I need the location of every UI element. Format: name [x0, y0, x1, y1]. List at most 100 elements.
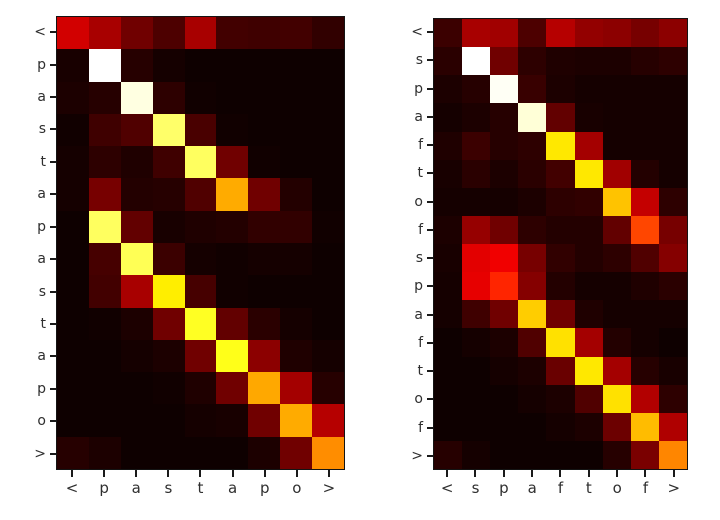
heatmap-cell	[574, 272, 603, 301]
heatmap-cell	[462, 356, 491, 385]
y-tick	[50, 243, 56, 275]
heatmap-cell	[216, 339, 249, 373]
heatmap-cell	[152, 17, 185, 50]
heatmap-cell	[574, 131, 603, 160]
heatmap-cell	[216, 146, 249, 179]
heatmap-cell	[57, 146, 89, 179]
heatmap-cell	[546, 412, 575, 441]
y-tick	[50, 211, 56, 243]
heatmap-cell	[546, 356, 575, 385]
heatmap-cell	[630, 103, 659, 132]
x-tick	[217, 470, 249, 477]
heatmap-cell	[216, 242, 249, 276]
x-tick	[575, 470, 603, 477]
x-tick-label: <	[440, 479, 454, 497]
y-tick-label: a	[37, 89, 46, 106]
heatmap-cell	[602, 103, 631, 132]
heatmap-cell	[120, 146, 153, 179]
y-tick-label: s	[38, 121, 46, 138]
heatmap-cell	[120, 242, 153, 276]
heatmap-cell	[248, 275, 281, 308]
heatmap-cell	[462, 215, 491, 244]
heatmap-cell	[490, 412, 519, 441]
heatmap-cell	[574, 412, 603, 441]
heatmap-cell	[462, 19, 491, 48]
heatmap-cell	[184, 49, 217, 82]
heatmap-cell	[658, 328, 687, 357]
x-tick-label: p	[99, 479, 109, 497]
heatmap-cell	[490, 356, 519, 385]
y-tick	[50, 146, 56, 178]
heatmap-cell	[152, 113, 185, 147]
heatmap-cell	[280, 275, 313, 308]
y-tick-label: f	[418, 137, 423, 154]
heatmap-cell	[630, 19, 659, 48]
heatmap-cell	[518, 272, 547, 301]
heatmap-cell	[602, 440, 631, 469]
heatmap-cell	[546, 440, 575, 469]
heatmap-cell	[630, 47, 659, 76]
heatmap-cell	[518, 244, 547, 273]
heatmap-cell	[518, 47, 547, 76]
heatmap-cell	[280, 146, 313, 179]
heatmap-left-cells	[56, 16, 345, 470]
y-tick	[50, 16, 56, 48]
x-tick-label: f	[557, 479, 564, 497]
heatmap-cell	[57, 275, 89, 308]
heatmap-cell	[152, 242, 185, 276]
y-tick	[427, 244, 433, 272]
y-tick-label: >	[411, 447, 423, 464]
heatmap-cell	[434, 384, 463, 413]
y-tick	[427, 188, 433, 216]
heatmap-cell	[57, 242, 89, 276]
y-tick-label: s	[415, 52, 423, 69]
heatmap-cell	[658, 384, 687, 413]
heatmap-cell	[518, 356, 547, 385]
x-tick-label: a	[527, 479, 537, 497]
heatmap-cell	[602, 187, 631, 216]
heatmap-cell	[462, 244, 491, 273]
heatmap-cell	[434, 440, 463, 469]
heatmap-cell	[88, 210, 121, 243]
heatmap-cell	[280, 81, 313, 114]
x-tick	[249, 470, 281, 477]
heatmap-cell	[658, 412, 687, 441]
heatmap-cell	[184, 146, 217, 179]
y-tick-label: p	[414, 278, 423, 295]
heatmap-cell	[280, 372, 313, 405]
heatmap-cell	[280, 242, 313, 276]
heatmap-cell	[630, 131, 659, 160]
heatmap-cell	[658, 187, 687, 216]
heatmap-cell	[312, 307, 344, 340]
heatmap-cell	[490, 244, 519, 273]
heatmap-cell	[658, 19, 687, 48]
heatmap-cell	[518, 300, 547, 329]
heatmap-cell	[658, 75, 687, 104]
heatmap-cell	[88, 49, 121, 82]
y-tick	[50, 340, 56, 372]
heatmap-cell	[658, 215, 687, 244]
x-tick-label: >	[322, 479, 336, 497]
heatmap-cell	[216, 275, 249, 308]
heatmap-cell	[120, 307, 153, 340]
heatmap-cell	[602, 384, 631, 413]
y-tick	[50, 113, 56, 145]
y-tick	[427, 103, 433, 131]
heatmap-cell	[602, 356, 631, 385]
heatmap-cell	[184, 81, 217, 114]
heatmap-cell	[88, 146, 121, 179]
heatmap-cell	[120, 210, 153, 243]
heatmap-cell	[602, 272, 631, 301]
heatmap-cell	[630, 328, 659, 357]
heatmap-cell	[602, 47, 631, 76]
heatmap-cell	[312, 17, 344, 50]
heatmap-cell	[57, 307, 89, 340]
x-tick-label: p	[259, 479, 270, 497]
y-tick-label: o	[414, 193, 423, 210]
y-tick-label: t	[417, 165, 424, 182]
heatmap-cell	[490, 103, 519, 132]
y-tick-label: a	[414, 108, 423, 125]
heatmap-cell	[88, 307, 121, 340]
x-tick-label: o	[292, 479, 302, 497]
heatmap-cell	[312, 404, 344, 437]
